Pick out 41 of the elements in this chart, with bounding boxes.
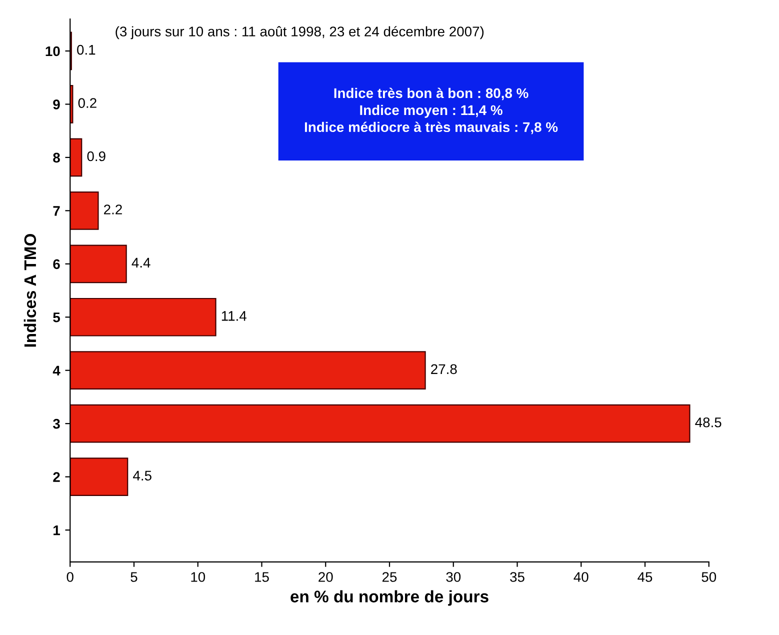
annotation: Indice très bon à bon : 80,8 % Indice moyen : 11,4 % Indice médiocre à très mauvais : 7,8 % [304,88,558,134]
data-label: 0.9 [87,151,106,162]
y-tick-label: 3 [52,418,60,429]
y-tick-label: 9 [53,100,60,110]
data-label: 4.5 [133,470,152,481]
y-tick-label: 2 [53,472,60,482]
data-label: 48.5 [695,417,722,428]
y-axis-title: Indices A TMO [24,234,36,347]
x-tick-label: 10 [191,572,206,582]
data-label: 4.4 [132,258,150,268]
x-tick-label: 25 [382,572,397,582]
x-axis-title: en % du nombre de jours [290,590,488,606]
x-tick-label: 30 [446,572,461,582]
bar [70,191,99,230]
y-tick-label: 1 [54,526,60,536]
data-label: 0.2 [78,98,96,108]
x-tick-label: 20 [318,572,333,582]
bar [70,298,216,336]
x-tick-label: 50 [702,572,716,582]
x-tick-label: 45 [638,572,652,582]
y-tick-label: 6 [53,259,60,270]
data-label: 2.2 [104,204,122,214]
x-tick-label: 0 [66,572,74,582]
bar [70,244,127,284]
y-tick-label: 10 [46,46,60,56]
y-tick-label: 8 [53,152,60,163]
y-tick-label: 4 [52,366,60,376]
x-tick-label: 35 [510,572,524,582]
bar [70,404,690,443]
annotation: (3 jours sur 10 ans : 11 août 1998, 23 et 24 décembre 2007) [116,26,484,40]
x-tick-label: 40 [574,572,588,582]
y-tick-label: 7 [53,206,60,216]
bar [70,138,82,177]
bar [70,458,128,496]
x-tick-label: 5 [130,572,138,582]
x-tick-label: 15 [255,572,269,582]
data-label: 0.1 [77,44,96,55]
data-label: 27.8 [431,364,457,374]
bar [70,351,426,390]
data-label: 11.4 [222,311,246,321]
y-tick-label: 5 [53,312,60,322]
